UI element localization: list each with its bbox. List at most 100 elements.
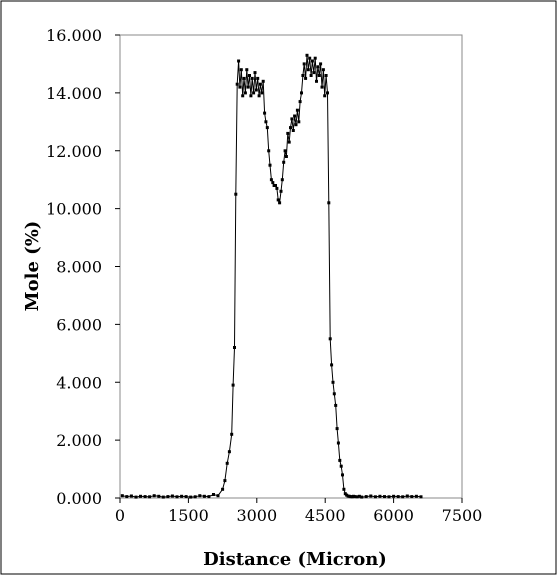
data-point	[332, 392, 336, 396]
data-point	[286, 131, 290, 135]
data-point	[401, 495, 405, 499]
data-point	[302, 62, 306, 66]
y-tick-label: 6.000	[56, 315, 102, 334]
data-point	[317, 74, 321, 77]
data-point	[305, 53, 309, 57]
data-point	[193, 495, 197, 499]
plot-area	[119, 34, 463, 499]
data-point	[289, 126, 292, 130]
data-point	[392, 494, 396, 498]
data-point	[331, 380, 335, 384]
data-point	[396, 495, 400, 499]
data-point	[227, 450, 231, 454]
data-point	[148, 495, 152, 499]
data-point	[313, 56, 317, 60]
data-point	[143, 495, 147, 499]
data-point	[283, 149, 287, 153]
y-tick-label: 14.000	[46, 84, 102, 103]
data-point	[253, 71, 257, 75]
data-point	[335, 427, 339, 431]
data-point	[189, 495, 193, 499]
data-point	[245, 68, 249, 72]
x-axis-title: Distance (Micron)	[203, 549, 387, 570]
data-point	[357, 494, 361, 498]
data-point	[294, 123, 298, 127]
data-point	[298, 100, 302, 104]
data-point	[309, 74, 313, 77]
data-point	[287, 140, 291, 144]
data-point	[334, 403, 338, 407]
data-point	[235, 82, 239, 86]
data-point	[260, 91, 264, 95]
data-point	[233, 346, 236, 349]
data-point	[326, 91, 329, 95]
data-point	[308, 56, 312, 60]
x-tick-label: 7500	[442, 506, 483, 525]
annotation-sample-id: PS-234	[130, 154, 210, 178]
data-point	[275, 186, 279, 190]
data-point	[338, 458, 342, 462]
y-tick-label: 10.000	[46, 200, 102, 219]
data-point	[310, 59, 314, 63]
data-point	[207, 495, 211, 499]
data-point	[306, 68, 310, 72]
data-point	[231, 383, 235, 387]
y-tick-label: 12.000	[46, 142, 102, 161]
data-point	[328, 337, 332, 341]
data-point	[319, 62, 323, 66]
data-point	[230, 432, 234, 436]
y-axis-ticks: 0.000 2.000 4.000 6.000 8.000 10.000 12.000 14.…	[46, 26, 120, 508]
y-tick-label: 4.000	[56, 373, 102, 392]
data-point	[373, 495, 377, 499]
y-tick-label: 2.000	[56, 431, 102, 450]
data-point	[152, 494, 156, 498]
data-point	[364, 495, 368, 499]
data-point	[241, 94, 245, 98]
data-point	[278, 201, 282, 205]
data-point	[261, 79, 265, 83]
data-point	[353, 495, 357, 499]
data-point	[316, 65, 320, 69]
data-point	[274, 184, 277, 187]
data-point	[297, 120, 301, 124]
data-point	[271, 181, 275, 185]
data-point	[120, 494, 124, 498]
data-point	[202, 494, 206, 498]
data-point	[157, 494, 161, 498]
data-point	[180, 494, 184, 498]
data-point	[282, 160, 286, 164]
data-point	[280, 178, 284, 182]
y-axis-title: Mole (%)	[22, 221, 43, 312]
annotation-b: B	[147, 77, 164, 101]
x-axis-ticks: 0 1500 3000 4500 6000 7500	[115, 498, 482, 525]
data-point	[290, 117, 294, 121]
data-point	[320, 85, 324, 89]
data-point	[246, 85, 250, 89]
data-point	[198, 494, 202, 498]
data-point	[312, 71, 316, 75]
data-point	[257, 94, 261, 98]
data-point	[295, 108, 299, 112]
data-point	[184, 495, 188, 499]
data-point	[279, 189, 283, 193]
data-point	[242, 76, 246, 80]
data-point	[339, 464, 343, 468]
data-point	[324, 74, 328, 77]
data-point	[291, 129, 295, 132]
y-tick-label: 0.000	[56, 489, 102, 508]
data-point	[265, 126, 269, 130]
data-point	[221, 487, 225, 491]
data-point	[248, 74, 251, 77]
data-point	[212, 493, 215, 496]
data-point	[355, 495, 359, 499]
data-point	[254, 88, 258, 92]
data-point	[304, 76, 308, 80]
data-point	[405, 494, 409, 498]
x-tick-label: 3000	[236, 506, 277, 525]
data-point	[256, 76, 260, 80]
data-point	[276, 198, 280, 202]
x-tick-label: 1500	[168, 506, 209, 525]
data-point	[342, 487, 346, 491]
data-point	[383, 495, 386, 499]
